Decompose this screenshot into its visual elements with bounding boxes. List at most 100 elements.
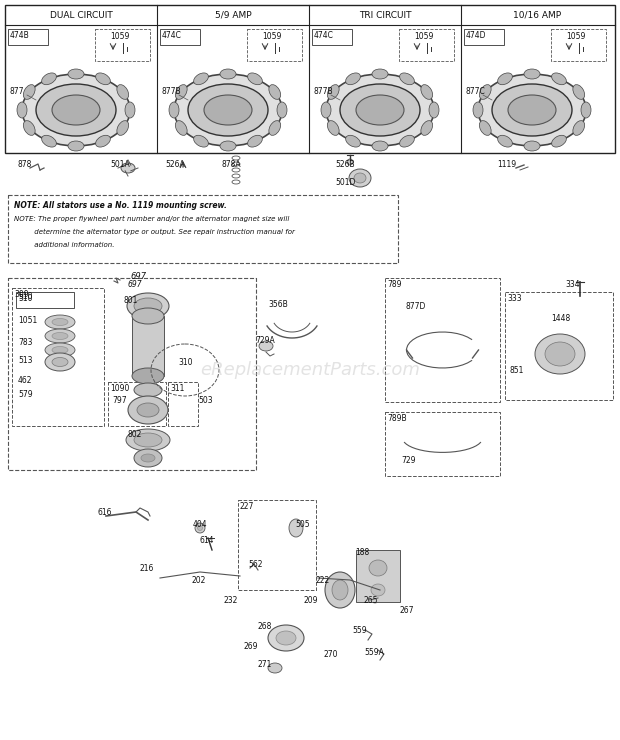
Text: 1051: 1051	[18, 316, 37, 325]
Ellipse shape	[95, 73, 110, 84]
Ellipse shape	[479, 121, 491, 135]
Text: 562: 562	[248, 560, 262, 569]
Ellipse shape	[45, 315, 75, 329]
Text: 265: 265	[363, 596, 378, 605]
Text: 1448: 1448	[551, 314, 570, 323]
Text: 216: 216	[140, 564, 154, 573]
Ellipse shape	[220, 141, 236, 151]
Ellipse shape	[259, 341, 273, 351]
Text: 1059: 1059	[566, 32, 585, 41]
Ellipse shape	[141, 454, 155, 462]
Bar	[8, 278, 256, 470]
Ellipse shape	[369, 560, 387, 576]
Text: 510: 510	[18, 292, 32, 301]
Text: 877: 877	[9, 87, 24, 96]
Ellipse shape	[45, 353, 75, 371]
Ellipse shape	[198, 525, 203, 531]
Text: 513: 513	[18, 356, 32, 365]
Bar	[238, 500, 316, 590]
Text: 851: 851	[509, 366, 523, 375]
Text: 1090: 1090	[110, 384, 130, 393]
Text: 729A: 729A	[255, 336, 275, 345]
Bar	[8, 29, 48, 45]
Text: 526A: 526A	[165, 160, 185, 169]
Text: 616: 616	[98, 508, 112, 517]
Ellipse shape	[354, 173, 366, 183]
Ellipse shape	[42, 73, 56, 84]
Bar	[132, 316, 164, 376]
Bar	[168, 382, 198, 426]
Text: 783: 783	[18, 338, 32, 347]
Ellipse shape	[327, 84, 339, 99]
Ellipse shape	[277, 102, 287, 118]
Text: 877C: 877C	[465, 87, 485, 96]
Ellipse shape	[347, 159, 353, 165]
Text: 501D: 501D	[335, 178, 355, 187]
Ellipse shape	[372, 69, 388, 79]
Ellipse shape	[479, 84, 491, 99]
Text: 510: 510	[18, 294, 32, 303]
Bar	[8, 195, 398, 263]
Ellipse shape	[95, 135, 110, 147]
Ellipse shape	[289, 519, 303, 537]
Ellipse shape	[127, 293, 169, 319]
Ellipse shape	[45, 343, 75, 357]
Ellipse shape	[126, 429, 170, 451]
Text: 697: 697	[128, 280, 143, 289]
Text: 311: 311	[170, 384, 184, 393]
Text: 310: 310	[178, 358, 192, 367]
Ellipse shape	[68, 141, 84, 151]
Ellipse shape	[175, 84, 187, 99]
Ellipse shape	[498, 73, 512, 84]
Text: 526B: 526B	[335, 160, 355, 169]
Text: eReplacementParts.com: eReplacementParts.com	[200, 361, 420, 379]
Text: DUAL CIRCUIT: DUAL CIRCUIT	[50, 10, 112, 19]
Ellipse shape	[349, 169, 371, 187]
Ellipse shape	[134, 298, 162, 314]
Text: 614: 614	[200, 536, 215, 545]
Ellipse shape	[52, 95, 100, 125]
Ellipse shape	[175, 121, 187, 135]
Ellipse shape	[132, 368, 164, 384]
Text: 202: 202	[192, 576, 206, 585]
Ellipse shape	[42, 135, 56, 147]
Bar	[356, 550, 400, 602]
Ellipse shape	[371, 584, 385, 596]
Ellipse shape	[421, 84, 433, 99]
Text: 801: 801	[124, 296, 138, 305]
Ellipse shape	[52, 332, 68, 340]
Ellipse shape	[327, 121, 339, 135]
Text: 802: 802	[128, 430, 143, 439]
Ellipse shape	[400, 135, 414, 147]
Ellipse shape	[137, 403, 159, 417]
Ellipse shape	[52, 346, 68, 354]
Ellipse shape	[552, 73, 566, 84]
Ellipse shape	[372, 141, 388, 151]
Ellipse shape	[573, 121, 585, 135]
Ellipse shape	[269, 121, 281, 135]
Text: 474B: 474B	[10, 31, 30, 40]
Ellipse shape	[508, 95, 556, 125]
Text: NOTE: All stators use a No. 1119 mounting screw.: NOTE: All stators use a No. 1119 mountin…	[14, 201, 227, 210]
Ellipse shape	[524, 141, 540, 151]
Ellipse shape	[247, 73, 262, 84]
Text: 222: 222	[316, 576, 330, 585]
Text: 10/16 AMP: 10/16 AMP	[513, 10, 561, 19]
Text: 462: 462	[18, 376, 32, 385]
Ellipse shape	[24, 121, 35, 135]
Text: 474C: 474C	[314, 31, 334, 40]
Ellipse shape	[195, 523, 205, 533]
Text: 789: 789	[387, 280, 402, 289]
Ellipse shape	[169, 102, 179, 118]
Bar	[95, 29, 150, 61]
Ellipse shape	[117, 121, 129, 135]
Text: 209: 209	[303, 596, 317, 605]
Ellipse shape	[193, 135, 208, 147]
Ellipse shape	[22, 74, 130, 146]
Ellipse shape	[132, 308, 164, 324]
Text: 333: 333	[507, 294, 521, 303]
Bar	[399, 29, 454, 61]
Text: 1059: 1059	[110, 32, 130, 41]
Ellipse shape	[371, 597, 379, 603]
Text: 877B: 877B	[161, 87, 180, 96]
